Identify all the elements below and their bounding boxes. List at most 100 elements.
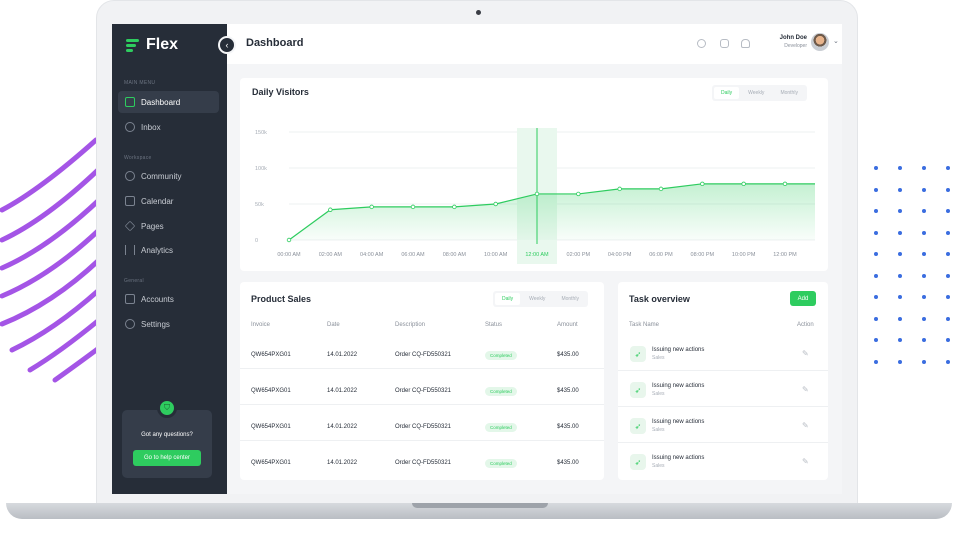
sidebar-item-analytics[interactable]: Analytics: [118, 239, 219, 261]
tab-weekly[interactable]: Weekly: [748, 90, 765, 96]
sidebar-item-label: Calendar: [141, 196, 174, 206]
camera-icon: [476, 10, 481, 15]
row-divider: [618, 406, 828, 407]
y-tick-label: 100k: [255, 166, 267, 172]
tab-daily[interactable]: Daily: [714, 87, 740, 99]
table-cell: 14.01.2022: [327, 388, 358, 394]
dot: [946, 273, 950, 278]
table-cell: $435.00: [557, 460, 579, 466]
column-action: Action: [797, 322, 814, 328]
dot: [922, 338, 926, 342]
dot: [874, 316, 878, 321]
column-task-name: Task Name: [629, 322, 660, 328]
dot: [874, 295, 878, 299]
table-cell: Order CQ-FD550321: [395, 460, 452, 466]
x-tick-label: 08:00 PM: [691, 252, 715, 258]
column-invoice: Invoice: [251, 322, 271, 328]
sidebar-item-label: Dashboard: [141, 97, 181, 107]
logo[interactable]: Flex: [126, 36, 178, 54]
sidebar-item-label: Community: [141, 171, 182, 181]
table-cell: 14.01.2022: [327, 352, 358, 358]
task-overview-card: Task overview Add Task Name Action ➶ Issu…: [618, 282, 828, 480]
help-center-button[interactable]: Go to help center: [133, 450, 201, 466]
dot: [874, 273, 878, 278]
task-name: Issuing new actions: [652, 347, 705, 353]
dot: [898, 273, 902, 278]
table-cell: $435.00: [557, 424, 579, 430]
status-badge: Completed: [485, 351, 517, 360]
data-point: [700, 181, 705, 187]
sidebar-item-pages[interactable]: Pages: [118, 215, 219, 237]
sales-period-tabs: Daily Weekly Monthly: [493, 291, 588, 307]
x-tick-label: 08:00 AM: [443, 252, 467, 258]
edit-icon[interactable]: ✎: [802, 385, 809, 394]
search-icon[interactable]: [697, 39, 706, 48]
sidebar-item-community[interactable]: Community: [118, 165, 219, 187]
add-task-button[interactable]: Add: [790, 291, 816, 306]
message-icon[interactable]: [720, 39, 729, 48]
dot: [898, 338, 902, 342]
bell-icon[interactable]: [741, 39, 750, 48]
topbar: Dashboard John Doe Developer ⌄: [227, 24, 842, 64]
column-amount: Amount: [557, 322, 578, 328]
laptop-base: [6, 503, 952, 519]
tab-daily[interactable]: Daily: [495, 293, 521, 305]
rocket-icon: ➶: [630, 454, 646, 470]
sidebar-item-accounts[interactable]: Accounts: [118, 288, 219, 310]
inbox-icon: [125, 122, 135, 132]
edit-icon[interactable]: ✎: [802, 421, 809, 430]
tab-weekly[interactable]: Weekly: [529, 296, 546, 302]
help-question: Got any questions?: [141, 432, 193, 438]
edit-icon[interactable]: ✎: [802, 349, 809, 358]
data-point: [452, 204, 457, 210]
sidebar-item-calendar[interactable]: Calendar: [118, 190, 219, 212]
sidebar-item-dashboard[interactable]: Dashboard: [118, 91, 219, 113]
page-title: Dashboard: [246, 37, 304, 49]
sidebar-item-label: Settings: [141, 319, 170, 329]
collapse-sidebar-button[interactable]: ‹: [218, 36, 236, 54]
row-divider: [618, 370, 828, 371]
dot: [898, 252, 902, 256]
user-name: John Doe: [779, 35, 807, 41]
chart-icon: [125, 97, 135, 107]
sidebar-item-label: Pages: [141, 221, 164, 231]
x-tick-label: 12:00 PM: [773, 252, 797, 258]
table-cell: Order CQ-FD550321: [395, 352, 452, 358]
sidebar-item-label: Inbox: [141, 122, 161, 132]
data-point: [617, 186, 622, 192]
x-tick-label: 02:00 PM: [567, 252, 591, 258]
tab-monthly[interactable]: Monthly: [780, 90, 798, 96]
daily-visitors-card: Daily Visitors Daily Weekly Monthly 150k…: [240, 78, 828, 271]
chevron-down-icon[interactable]: ⌄: [833, 38, 839, 45]
section-workspace: Workspace: [124, 155, 152, 161]
dot: [898, 295, 902, 299]
avatar[interactable]: [811, 33, 829, 51]
dot: [946, 359, 950, 364]
table-cell: Order CQ-FD550321: [395, 424, 452, 430]
tab-monthly[interactable]: Monthly: [561, 296, 579, 302]
data-point: [286, 237, 292, 243]
dot: [922, 209, 926, 213]
task-name: Issuing new actions: [652, 383, 705, 389]
table-cell: QW654PXG01: [251, 460, 291, 466]
table-cell: QW654PXG01: [251, 352, 291, 358]
table-cell: $435.00: [557, 388, 579, 394]
data-point: [576, 191, 581, 197]
table-cell: 14.01.2022: [327, 460, 358, 466]
dot: [946, 295, 950, 299]
dot: [946, 338, 950, 342]
task-category: Sales: [652, 355, 665, 361]
section-main-menu: MAIN MENU: [124, 80, 156, 86]
x-tick-label: 04:00 PM: [608, 252, 632, 258]
sidebar-item-settings[interactable]: Settings: [118, 313, 219, 335]
dot: [946, 252, 950, 256]
dot: [874, 338, 878, 342]
sidebar-item-inbox[interactable]: Inbox: [118, 116, 219, 138]
edit-icon[interactable]: ✎: [802, 457, 809, 466]
dot: [898, 230, 902, 235]
dot: [898, 359, 902, 364]
product-sales-card: Product Sales Daily Weekly Monthly Invoi…: [240, 282, 604, 480]
x-tick-label: 02:00 AM: [319, 252, 343, 258]
task-name: Issuing new actions: [652, 419, 705, 425]
dot: [922, 273, 926, 278]
